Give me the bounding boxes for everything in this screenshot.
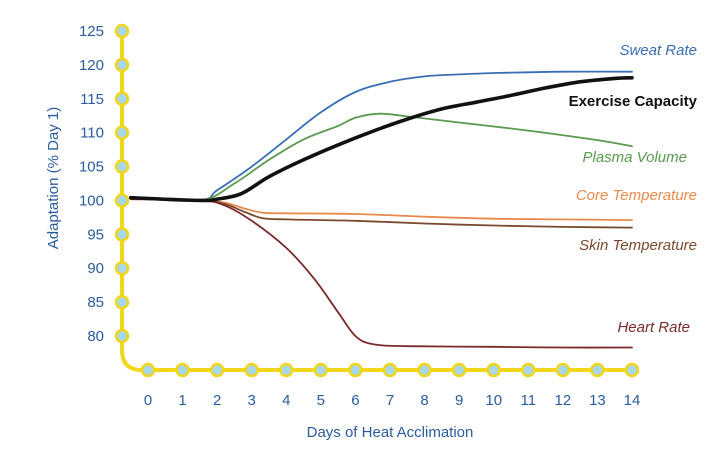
x-marker [382, 362, 398, 378]
y-marker [114, 328, 130, 344]
x-tick-label: 12 [555, 392, 572, 409]
x-marker [624, 362, 640, 378]
x-tick-label: 0 [144, 392, 152, 409]
series-line-heart-rate [129, 198, 633, 349]
y-tick-label: 105 [79, 159, 104, 176]
y-marker [114, 260, 130, 276]
x-marker [244, 362, 259, 378]
series-line-skin-temperature [129, 198, 633, 229]
y-marker [114, 57, 130, 73]
y-tick-label: 115 [80, 91, 104, 108]
series-label-heart-rate: Heart Rate [617, 319, 690, 336]
y-marker [114, 159, 130, 174]
y-tick-label: 85 [87, 294, 104, 311]
x-tick-label: 1 [178, 392, 186, 409]
x-marker [279, 362, 294, 378]
y-tick-label: 80 [87, 328, 104, 345]
y-axis-ticks: 80 85 90 95 100 105 110 115 120 125 [79, 23, 104, 345]
y-marker [114, 193, 130, 208]
x-marker [140, 362, 156, 378]
series-label-core-temperature: Core Temperature [576, 187, 697, 204]
y-tick-label: 95 [87, 226, 104, 243]
x-marker [486, 362, 501, 378]
x-marker [175, 362, 190, 378]
y-marker [114, 227, 130, 242]
x-marker [313, 362, 329, 378]
x-axis-title: Days of Heat Acclimation [307, 424, 474, 441]
x-axis-ticks: 0 1 2 3 4 5 6 7 8 9 10 11 12 13 14 [144, 392, 641, 409]
x-tick-label: 8 [420, 392, 428, 409]
y-tick-label: 110 [80, 125, 104, 142]
x-tick-label: 9 [455, 392, 463, 409]
x-tick-label: 13 [589, 392, 606, 409]
x-marker [417, 362, 432, 378]
x-tick-label: 6 [351, 392, 359, 409]
x-marker [451, 362, 467, 378]
x-tick-label: 10 [485, 392, 502, 409]
y-tick-label: 120 [79, 57, 104, 74]
y-tick-label: 100 [79, 192, 104, 209]
y-marker [114, 91, 130, 107]
x-marker [521, 362, 536, 378]
series-label-exercise-capacity: Exercise Capacity [569, 93, 698, 110]
series-label-sweat-rate: Sweat Rate [619, 42, 697, 59]
x-marker [555, 362, 571, 378]
x-tick-label: 7 [386, 392, 394, 409]
y-axis-markers [114, 23, 130, 344]
y-marker [114, 23, 130, 39]
series-lines [128, 70, 634, 349]
axes [114, 23, 640, 378]
y-marker [114, 294, 130, 310]
x-marker [209, 362, 225, 378]
x-tick-label: 2 [213, 392, 221, 409]
series-label-skin-temperature: Skin Temperature [579, 237, 697, 254]
series-line-exercise-capacity [128, 76, 634, 203]
series-line-sweat-rate [129, 70, 633, 202]
y-marker [114, 125, 130, 140]
x-tick-label: 3 [248, 392, 256, 409]
y-axis-title: Adaptation (% Day 1) [45, 107, 62, 250]
series-labels: Sweat Rate Exercise Capacity Plasma Volu… [569, 42, 698, 336]
x-tick-label: 5 [317, 392, 325, 409]
x-tick-label: 11 [520, 392, 536, 409]
x-marker [590, 362, 605, 378]
series-line-plasma-volume [129, 112, 633, 202]
x-tick-label: 4 [282, 392, 290, 409]
x-marker [348, 362, 363, 378]
x-axis-markers [140, 362, 640, 378]
y-tick-label: 90 [87, 260, 104, 277]
x-tick-label: 14 [624, 392, 641, 409]
series-label-plasma-volume: Plasma Volume [583, 149, 688, 166]
y-tick-label: 125 [79, 23, 104, 40]
